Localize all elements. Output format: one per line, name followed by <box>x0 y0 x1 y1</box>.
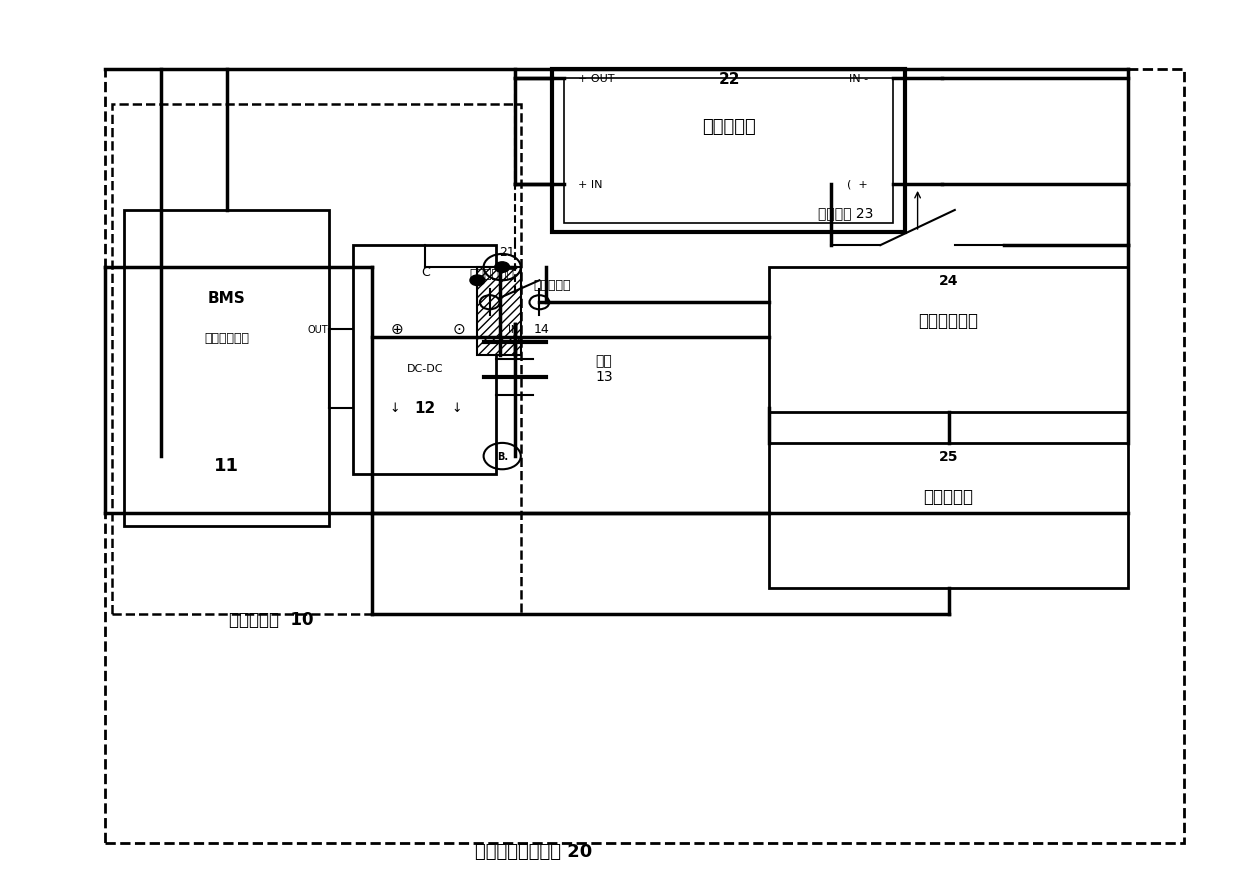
Text: ↓: ↓ <box>389 402 399 414</box>
Text: 22: 22 <box>718 71 740 87</box>
Text: + OUT: + OUT <box>578 74 614 84</box>
Text: 电芯
13: 电芯 13 <box>595 354 613 384</box>
Bar <box>105 70 1184 843</box>
Text: 11: 11 <box>215 457 239 474</box>
Text: 叉车显示仪表: 叉车显示仪表 <box>919 312 978 329</box>
Bar <box>552 70 905 233</box>
Text: 21: 21 <box>498 246 515 259</box>
Text: 锁匙开关 23: 锁匙开关 23 <box>818 205 874 220</box>
Text: ⊕: ⊕ <box>391 321 403 337</box>
Bar <box>769 443 1128 588</box>
Circle shape <box>470 276 485 286</box>
Bar <box>477 268 521 356</box>
Bar <box>564 79 893 224</box>
Bar <box>769 268 1128 413</box>
Text: B.: B. <box>497 263 507 273</box>
Text: OUT: OUT <box>308 324 329 335</box>
Text: (  +: ( + <box>847 179 868 190</box>
Text: DC-DC: DC-DC <box>407 363 444 374</box>
Bar <box>353 246 496 474</box>
Text: 紧急断电开关: 紧急断电开关 <box>470 268 515 281</box>
Bar <box>124 211 329 527</box>
Text: IN -: IN - <box>849 74 868 84</box>
Text: 锂电池总成  10: 锂电池总成 10 <box>229 610 314 628</box>
Text: 12: 12 <box>414 400 436 416</box>
Text: 放电继电器: 放电继电器 <box>533 279 570 291</box>
Text: C: C <box>420 266 430 278</box>
Circle shape <box>495 263 510 273</box>
Text: 叉车车身电气系统 20: 叉车车身电气系统 20 <box>475 843 591 860</box>
Text: B.: B. <box>497 451 507 462</box>
Text: 电源管理系统: 电源管理系统 <box>205 332 249 344</box>
Text: 14: 14 <box>533 323 549 335</box>
Bar <box>112 105 521 615</box>
Text: + IN: + IN <box>578 179 603 190</box>
Text: 25: 25 <box>939 450 959 464</box>
Text: ⊙: ⊙ <box>453 321 465 337</box>
Text: ↓: ↓ <box>451 402 461 414</box>
Text: 叉车控制器: 叉车控制器 <box>924 487 973 505</box>
Text: BMS: BMS <box>208 291 246 306</box>
Text: 电源延时器: 电源延时器 <box>702 119 756 136</box>
Text: 24: 24 <box>939 274 959 288</box>
Text: IN: IN <box>508 324 518 335</box>
